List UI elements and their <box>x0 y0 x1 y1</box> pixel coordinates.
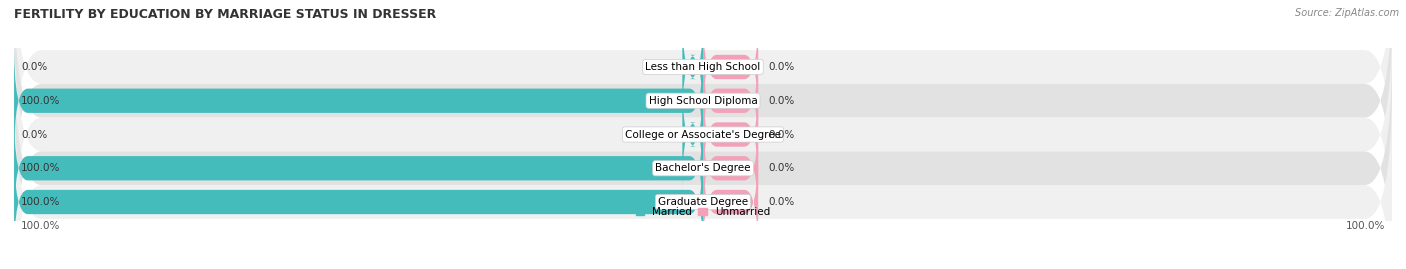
FancyBboxPatch shape <box>703 113 758 224</box>
FancyBboxPatch shape <box>14 147 703 257</box>
Text: 0.0%: 0.0% <box>769 96 794 106</box>
FancyBboxPatch shape <box>703 147 758 257</box>
FancyBboxPatch shape <box>14 113 703 224</box>
Text: 0.0%: 0.0% <box>21 129 48 140</box>
FancyBboxPatch shape <box>703 79 758 190</box>
Text: 0.0%: 0.0% <box>769 62 794 72</box>
FancyBboxPatch shape <box>14 84 1392 269</box>
FancyBboxPatch shape <box>14 50 1392 269</box>
Text: 0.0%: 0.0% <box>769 163 794 173</box>
Text: 100.0%: 100.0% <box>21 163 60 173</box>
FancyBboxPatch shape <box>703 12 758 122</box>
Text: 100.0%: 100.0% <box>21 197 60 207</box>
FancyBboxPatch shape <box>682 79 703 190</box>
FancyBboxPatch shape <box>14 0 1392 185</box>
Text: College or Associate's Degree: College or Associate's Degree <box>626 129 780 140</box>
FancyBboxPatch shape <box>14 45 703 156</box>
Text: 0.0%: 0.0% <box>21 62 48 72</box>
Text: 100.0%: 100.0% <box>1346 221 1385 231</box>
FancyBboxPatch shape <box>682 12 703 122</box>
Text: Less than High School: Less than High School <box>645 62 761 72</box>
Text: 0.0%: 0.0% <box>769 129 794 140</box>
FancyBboxPatch shape <box>14 0 1392 219</box>
Legend: Married, Unmarried: Married, Unmarried <box>636 207 770 217</box>
FancyBboxPatch shape <box>14 16 1392 253</box>
Text: 0.0%: 0.0% <box>769 197 794 207</box>
Text: High School Diploma: High School Diploma <box>648 96 758 106</box>
FancyBboxPatch shape <box>703 45 758 156</box>
Text: 100.0%: 100.0% <box>21 221 60 231</box>
Text: FERTILITY BY EDUCATION BY MARRIAGE STATUS IN DRESSER: FERTILITY BY EDUCATION BY MARRIAGE STATU… <box>14 8 436 21</box>
Text: Source: ZipAtlas.com: Source: ZipAtlas.com <box>1295 8 1399 18</box>
Text: Graduate Degree: Graduate Degree <box>658 197 748 207</box>
Text: Bachelor's Degree: Bachelor's Degree <box>655 163 751 173</box>
Text: 100.0%: 100.0% <box>21 96 60 106</box>
